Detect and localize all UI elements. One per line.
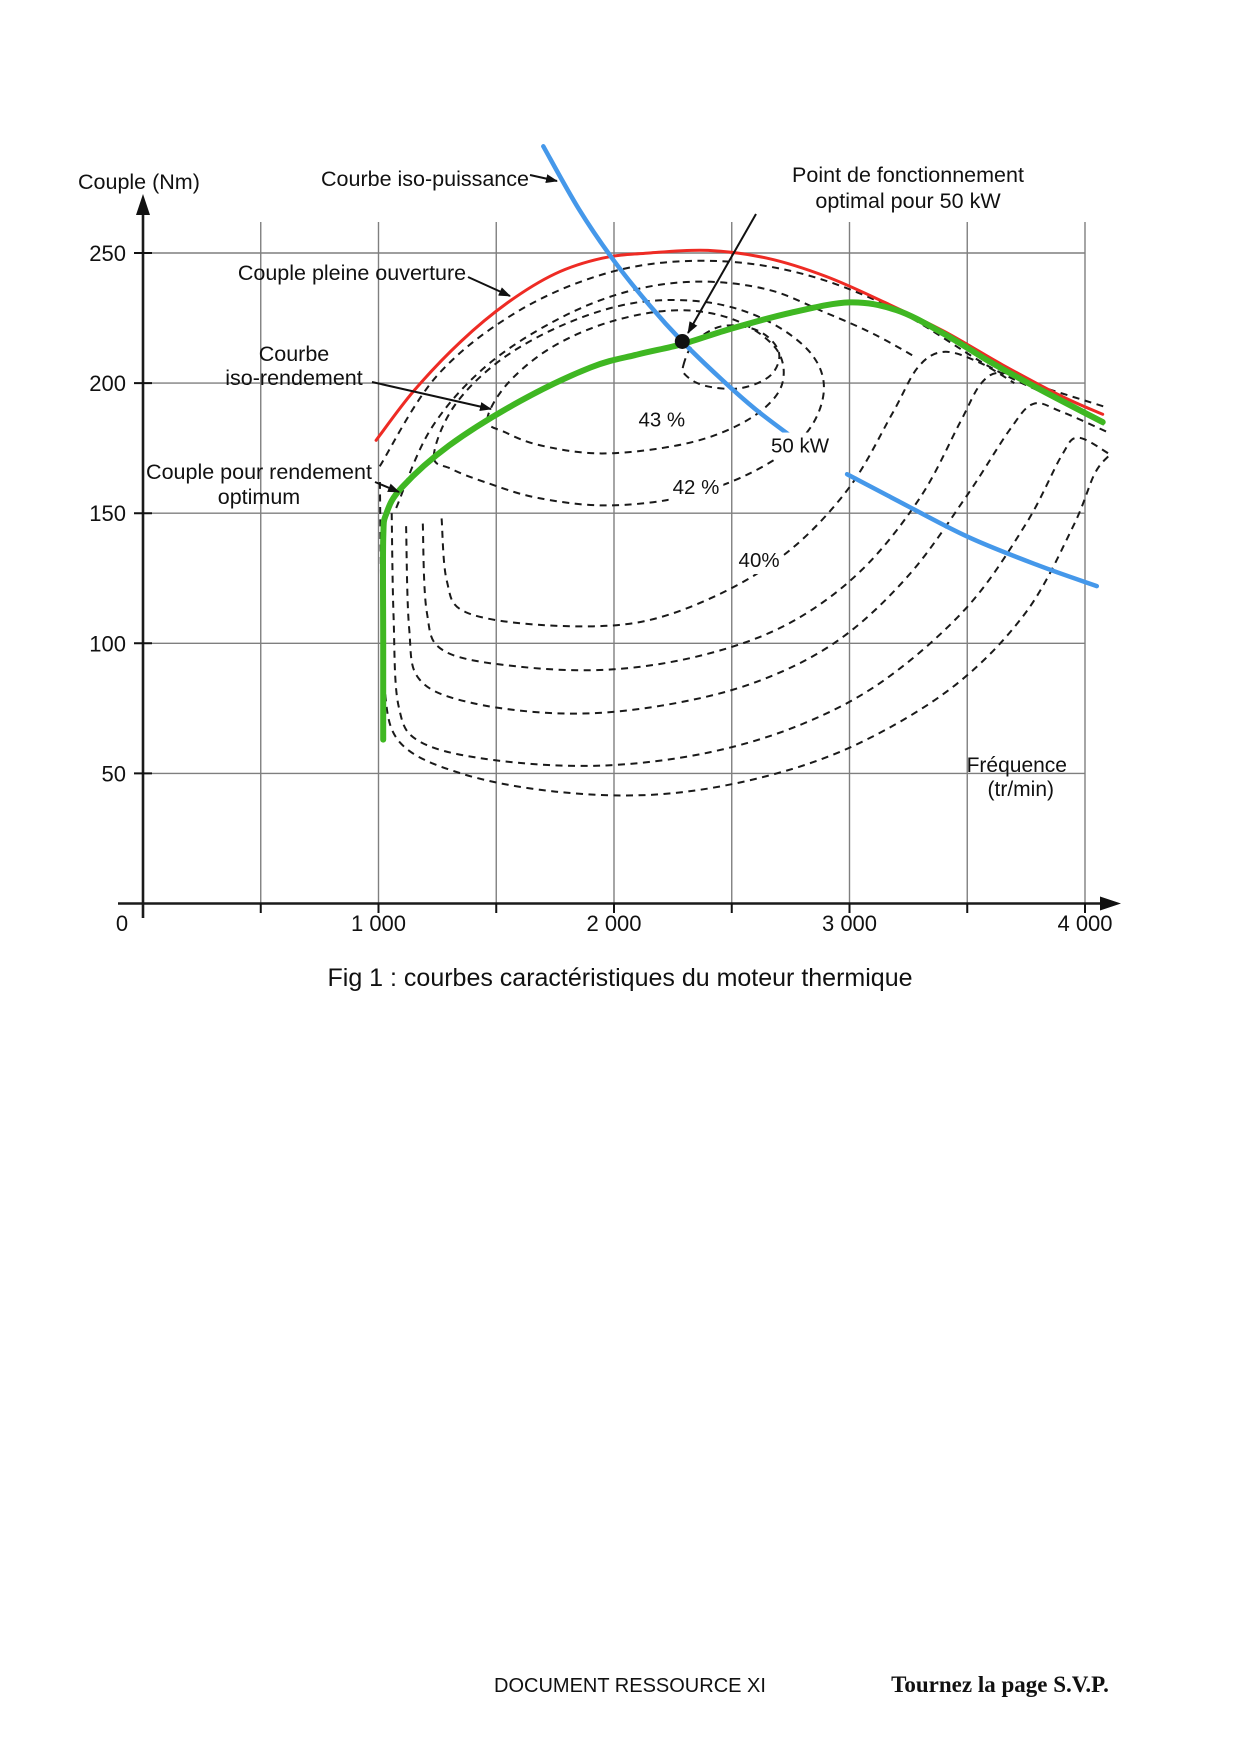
x-tick-label: 2 000 — [586, 911, 641, 936]
annotation-rendement-optimum: Couple pour rendement — [146, 460, 372, 484]
footer-turn-page-notice: Tournez la page S.V.P. — [891, 1672, 1109, 1697]
iso-efficiency-contour — [421, 371, 1105, 672]
gridlines — [143, 222, 1086, 904]
annotation-rendement-optimum: optimum — [218, 485, 300, 509]
annotation-iso-rendement: iso-rendement — [225, 366, 362, 390]
y-tick-label: 50 — [102, 761, 126, 786]
iso-power-50kW-curve — [541, 144, 1100, 589]
y-tick-label: 100 — [89, 631, 126, 656]
label-mask — [734, 547, 784, 575]
iso-efficiency-contour — [378, 259, 1105, 467]
x-tick-label: 1 000 — [351, 911, 406, 936]
iso-efficiency-contour — [486, 309, 785, 455]
optimal-operating-point — [674, 333, 690, 349]
annotations: Couple (Nm) Courbe iso-puissance Point de … — [78, 163, 1024, 509]
annotation-arrow-pleine-ouverture — [467, 276, 511, 297]
label-mask — [634, 406, 690, 434]
iso-efficiency-contours — [378, 259, 1110, 797]
annotation-point-optimal: Point de fonctionnement — [792, 163, 1024, 187]
iso-efficiency-contour — [440, 350, 1015, 628]
optimal-torque-curve — [379, 299, 1106, 743]
annotation-point-optimal: optimal pour 50 kW — [815, 189, 1001, 213]
y-tick-label: 150 — [89, 501, 126, 526]
engine-characteristics-chart: 0 1 000 2 000 3 000 4 000 50 100 150 200 250 Fréqu… — [78, 144, 1121, 936]
iso-efficiency-contour — [390, 436, 1109, 767]
axis-ticks — [134, 252, 1086, 913]
x-axis-arrow — [1100, 896, 1121, 911]
y-tick-label: 250 — [89, 241, 126, 266]
efficiency-power-label: 50 kW — [771, 435, 830, 458]
iso-efficiency-contour — [405, 402, 1109, 715]
iso-efficiency-contour — [681, 324, 781, 390]
annotation-iso-puissance: Courbe iso-puissance — [321, 167, 529, 191]
efficiency-power-label: 42 % — [673, 476, 720, 499]
full-throttle-torque-curve — [374, 248, 1105, 442]
y-tick-label: 200 — [89, 371, 126, 396]
svg-text:Fréquence: Fréquence — [967, 754, 1067, 777]
label-mask — [668, 474, 724, 502]
y-axis-arrow — [136, 194, 150, 215]
axes — [118, 194, 1121, 918]
annotation-ylabel: Couple (Nm) — [78, 170, 200, 194]
annotation-arrow-iso-puissance — [529, 174, 558, 184]
figure-caption: Fig 1 : courbes caractéristiques du mote… — [327, 964, 913, 992]
x-tick-label: 3 000 — [822, 911, 877, 936]
x-axis-title: Fréquence(tr/min) — [967, 754, 1067, 801]
svg-text:(tr/min): (tr/min) — [988, 778, 1055, 801]
efficiency-power-label: 40% — [739, 549, 780, 572]
iso-efficiency-contour — [432, 299, 825, 507]
annotation-iso-rendement: Courbe — [259, 342, 330, 366]
chart-svg: 0 1 000 2 000 3 000 4 000 50 100 150 200 250 Fréqu… — [78, 144, 1121, 936]
plot-value-labels: 43 % 42 % 40% 50 kW — [634, 406, 834, 575]
annotation-arrow-iso-rendement — [371, 381, 492, 411]
x-tick-label: 0 — [116, 911, 128, 936]
annotation-arrow-point-optimal — [687, 213, 757, 334]
label-mask — [766, 432, 834, 460]
annotation-pleine-ouverture: Couple pleine ouverture — [238, 261, 466, 285]
tick-labels: 0 1 000 2 000 3 000 4 000 50 100 150 200 250 — [89, 241, 1112, 936]
annotation-arrow-rendement-optimum — [374, 481, 400, 493]
x-tick-label: 4 000 — [1057, 911, 1112, 936]
footer-document-reference: DOCUMENT RESSOURCE XI — [494, 1675, 766, 1697]
efficiency-power-label: 43 % — [638, 409, 685, 432]
